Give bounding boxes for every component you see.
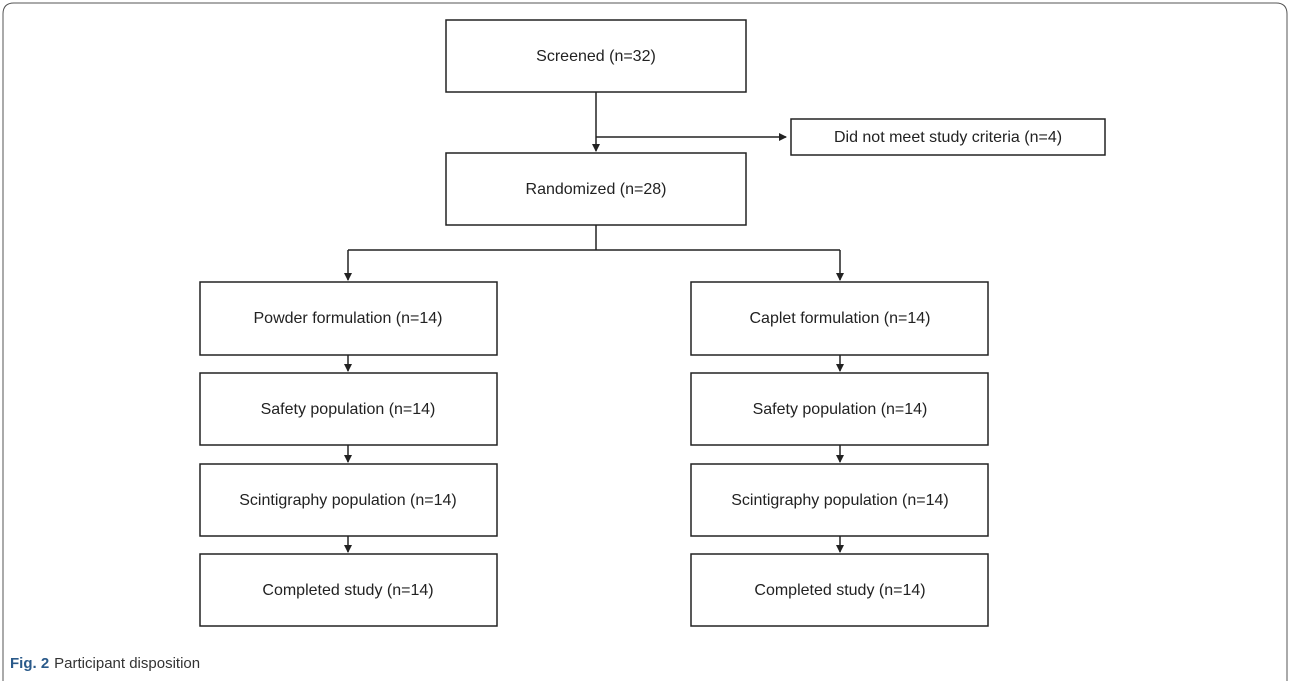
- caption: Fig. 2 Participant disposition: [10, 655, 200, 672]
- node-label: Did not meet study criteria (n=4): [834, 129, 1062, 146]
- node: Scintigraphy population (n=14): [199, 463, 498, 537]
- connectors: [344, 92, 844, 553]
- node-label: Powder formulation (n=14): [254, 310, 443, 327]
- node: Randomized (n=28): [445, 152, 747, 226]
- node: Caplet formulation (n=14): [690, 281, 989, 356]
- caption-text: Participant disposition: [54, 655, 200, 672]
- node: Completed study (n=14): [199, 553, 498, 627]
- node: Scintigraphy population (n=14): [690, 463, 989, 537]
- node-label: Screened (n=32): [536, 48, 656, 65]
- node: Completed study (n=14): [690, 553, 989, 627]
- node-label: Scintigraphy population (n=14): [239, 492, 456, 509]
- node-label: Completed study (n=14): [754, 582, 925, 599]
- node: Powder formulation (n=14): [199, 281, 498, 356]
- node-label: Completed study (n=14): [262, 582, 433, 599]
- node: Safety population (n=14): [199, 372, 498, 446]
- node-label: Safety population (n=14): [261, 401, 436, 418]
- node-label: Scintigraphy population (n=14): [731, 492, 948, 509]
- caption-label: Fig. 2: [10, 655, 49, 672]
- node-label: Safety population (n=14): [753, 401, 928, 418]
- node: Did not meet study criteria (n=4): [790, 118, 1106, 156]
- node-label: Caplet formulation (n=14): [750, 310, 931, 327]
- node: Safety population (n=14): [690, 372, 989, 446]
- node: Screened (n=32): [445, 19, 747, 93]
- node-label: Randomized (n=28): [526, 181, 667, 198]
